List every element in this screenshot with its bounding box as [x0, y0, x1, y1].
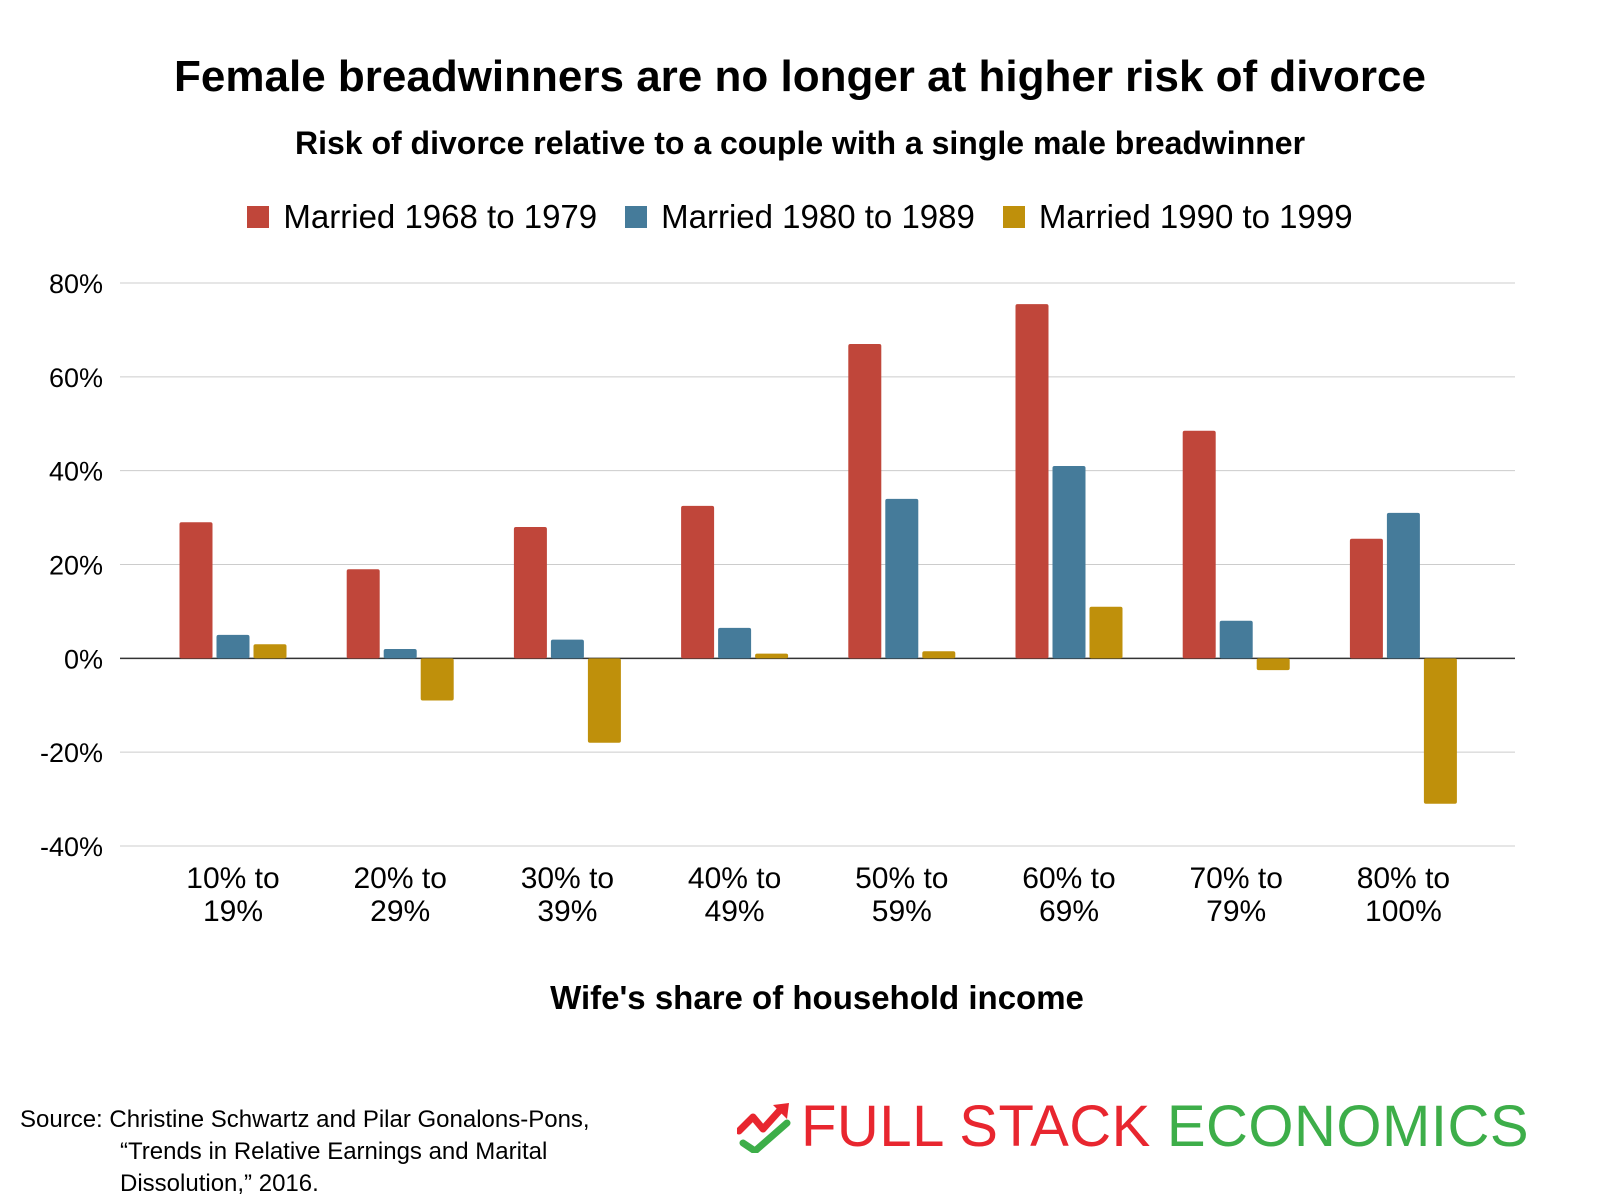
y-tick-label: -20%: [40, 738, 103, 768]
x-tick-label: 50% to: [855, 862, 948, 895]
bar: [885, 498, 919, 659]
y-tick-label: 0%: [64, 644, 103, 674]
x-tick-label: 59%: [872, 895, 932, 928]
y-tick-label: -40%: [40, 832, 103, 862]
bar: [848, 343, 882, 659]
legend-label-1990: Married 1990 to 1999: [1038, 198, 1353, 235]
bar: [1015, 304, 1049, 659]
bar: [1219, 620, 1253, 659]
bar: [383, 648, 417, 659]
x-tick-label: 70% to: [1189, 862, 1282, 895]
bar: [922, 651, 956, 659]
x-tick-label: 40% to: [688, 862, 781, 895]
source-note: Source: Christine Schwartz and Pilar Gon…: [20, 1104, 590, 1200]
bar: [420, 658, 454, 701]
bar: [179, 522, 213, 659]
legend-label-1980: Married 1980 to 1989: [661, 198, 975, 235]
legend-item-1968: Married 1968 to 1979: [247, 198, 597, 236]
source-line-2: “Trends in Relative Earnings and Marital: [120, 1138, 548, 1165]
bar: [1052, 465, 1086, 659]
x-tick-label: 19%: [203, 895, 263, 928]
y-tick-label: 20%: [49, 551, 103, 581]
x-tick-label: 60% to: [1022, 862, 1115, 895]
y-tick-label: 40%: [49, 457, 103, 487]
legend-label-1968: Married 1968 to 1979: [283, 198, 598, 235]
brand-name-part1: FULL STACK: [801, 1094, 1151, 1159]
legend-swatch-1980: [625, 206, 648, 228]
x-tick-label: 29%: [370, 895, 430, 928]
x-tick-label: 79%: [1206, 895, 1266, 928]
bar: [1089, 606, 1123, 659]
x-tick-label: 49%: [705, 895, 765, 928]
chart-title: Female breadwinners are no longer at hig…: [174, 52, 1426, 101]
source-line-1: Source: Christine Schwartz and Pilar Gon…: [20, 1106, 590, 1133]
bar: [587, 658, 621, 743]
x-tick-label: 100%: [1365, 895, 1442, 928]
legend-item-1980: Married 1980 to 1989: [625, 198, 975, 236]
source-line-3: Dissolution,” 2016.: [120, 1170, 319, 1197]
x-axis-title: Wife's share of household income: [550, 979, 1084, 1016]
y-tick-label: 80%: [49, 269, 103, 299]
y-tick-label: 60%: [49, 363, 103, 393]
bar: [755, 653, 789, 659]
bar: [1423, 658, 1457, 804]
brand-name-part2: ECONOMICS: [1166, 1094, 1530, 1159]
bar: [1256, 658, 1290, 671]
x-tick-label: 80% to: [1357, 862, 1450, 895]
bar: [253, 644, 287, 659]
chart-subtitle: Risk of divorce relative to a couple wit…: [294, 125, 1306, 161]
legend-swatch-1990: [1002, 206, 1025, 228]
bar: [346, 569, 380, 659]
bar: [681, 505, 715, 659]
bar: [1386, 512, 1420, 659]
x-tick-label: 69%: [1039, 895, 1099, 928]
bar: [550, 639, 584, 659]
bar: [513, 526, 547, 659]
bar: [216, 634, 250, 659]
x-tick-label: 30% to: [521, 862, 614, 895]
x-tick-label: 39%: [537, 895, 597, 928]
x-tick-label: 20% to: [353, 862, 446, 895]
legend-swatch-1968: [247, 206, 270, 228]
bar: [1182, 430, 1216, 659]
bar: [1349, 538, 1383, 659]
bar: [718, 627, 752, 659]
trend-check-icon: [737, 1102, 791, 1153]
brand-logo[interactable]: FULL STACK ECONOMICS: [737, 1093, 1529, 1160]
x-tick-label: 10% to: [186, 862, 279, 895]
legend-item-1990: Married 1990 to 1999: [1002, 198, 1353, 236]
legend: Married 1968 to 1979 Married 1980 to 198…: [0, 198, 1600, 236]
